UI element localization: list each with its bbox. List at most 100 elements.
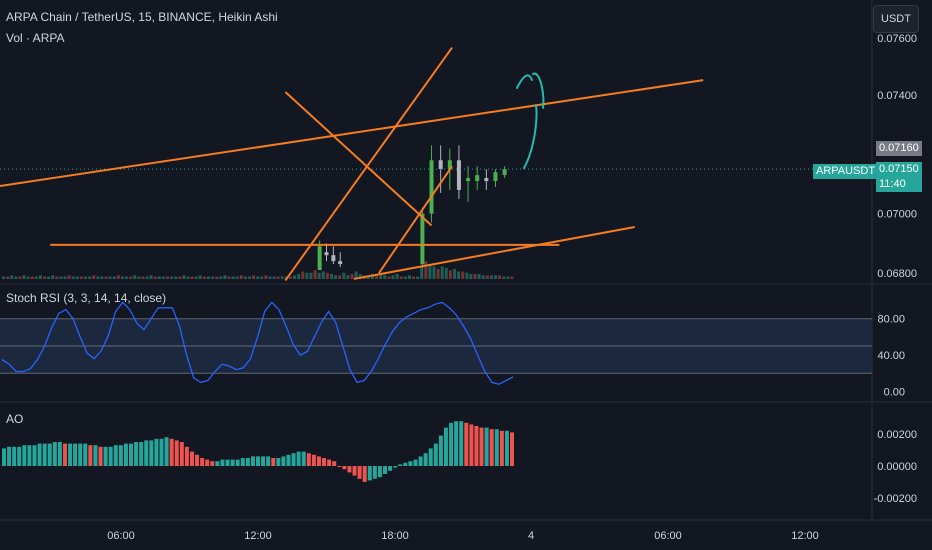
candle-body (331, 255, 336, 262)
volume-bar (194, 276, 198, 279)
ao-bar (129, 443, 133, 466)
volume-bar (383, 275, 387, 279)
candle-body (429, 160, 434, 214)
volume-bar (170, 276, 174, 279)
ao-bar (113, 445, 118, 466)
volume-bar (448, 270, 452, 279)
volume-bar (26, 276, 30, 279)
volume-bar (108, 276, 112, 279)
ao-bar (464, 422, 469, 466)
volume-bar (301, 271, 305, 279)
volume-bar (153, 276, 157, 279)
time-axis-label: 12:00 (244, 530, 272, 542)
ao-bar (118, 445, 123, 466)
volume-bar (190, 276, 194, 279)
volume-bar (182, 275, 186, 279)
ao-bar (484, 427, 489, 466)
volume-bar (502, 276, 506, 279)
ao-bar (2, 448, 6, 466)
ao-bar (261, 456, 266, 466)
volume-bar (2, 276, 5, 279)
volume-bar (161, 276, 165, 279)
volume-bar (256, 276, 260, 279)
volume-bar (289, 276, 292, 279)
volume-bar (104, 276, 108, 279)
symbol-legend[interactable]: ARPA Chain / TetherUS, 15, BINANCE, Heik… (6, 10, 278, 24)
ao-bar (327, 459, 332, 466)
volume-bar (268, 276, 272, 279)
volume-bar (387, 276, 391, 279)
ao-bar (433, 443, 438, 466)
volume-bar (215, 276, 219, 279)
currency-button[interactable]: USDT (873, 5, 919, 33)
ao-bar (306, 453, 311, 466)
ao-bar (88, 445, 93, 466)
volume-bar (506, 276, 510, 279)
volume-bar (18, 276, 22, 279)
ao-bar (47, 443, 52, 466)
trendline (378, 165, 453, 274)
volume-bar (116, 275, 120, 279)
volume-bar (354, 271, 358, 279)
volume-bar (338, 275, 342, 279)
ao-bar (245, 458, 250, 466)
candle-body (493, 172, 498, 182)
volume-bar (211, 276, 215, 279)
volume-bar (133, 275, 137, 279)
ao-bar (189, 451, 194, 466)
volume-bar (125, 276, 128, 279)
volume-bar (47, 276, 51, 279)
ao-bar (83, 443, 88, 466)
ao-bar (220, 459, 225, 466)
ao-bar (459, 421, 464, 466)
volume-bar (457, 271, 461, 279)
ao-bar (57, 442, 62, 466)
volume-bar (157, 276, 161, 279)
ao-bar (403, 462, 408, 466)
ao-bar (68, 443, 73, 466)
volume-bar (350, 274, 354, 279)
ao-bar (499, 430, 504, 466)
volume-bar (145, 276, 149, 279)
volume-legend[interactable]: Vol · ARPA (6, 31, 65, 45)
volume-bar (243, 276, 247, 279)
ao-bar (73, 443, 78, 466)
ao-bar (510, 432, 514, 466)
volume-bar (276, 276, 280, 279)
volume-bar (498, 275, 502, 279)
volume-bar (75, 276, 79, 279)
ao-bar (17, 446, 22, 466)
candle-body (484, 178, 489, 182)
volume-bar (485, 275, 489, 279)
volume-bar (252, 275, 256, 279)
ao-bar (169, 438, 174, 466)
volume-bar (239, 275, 243, 279)
volume-bar (440, 266, 444, 279)
volume-bar (403, 276, 407, 279)
ao-bar (383, 466, 387, 474)
ao-bar (449, 422, 454, 466)
ao-bar (210, 461, 215, 466)
volume-bar (79, 276, 83, 279)
ao-bar (438, 435, 443, 466)
volume-bar (305, 272, 309, 279)
trendline (353, 226, 635, 280)
ao-bar (250, 456, 255, 466)
price-axis-label: 0.06800 (877, 268, 917, 280)
volume-bar (481, 275, 485, 279)
volume-bar (137, 276, 141, 279)
ao-legend[interactable]: AO (6, 412, 24, 426)
volume-bar (84, 276, 87, 279)
volume-bar (120, 276, 124, 279)
ao-bar (474, 426, 479, 466)
ao-bar (377, 466, 382, 478)
ao-bar (195, 454, 200, 466)
ao-bar (357, 466, 362, 479)
volume-bar (6, 276, 10, 279)
stoch-axis-label: 0.00 (884, 386, 905, 398)
stoch-rsi-legend[interactable]: Stoch RSI (3, 3, 14, 14, close) (6, 291, 167, 305)
volume-bar (321, 271, 325, 279)
ao-bar (423, 453, 428, 466)
volume-bar (14, 276, 18, 279)
